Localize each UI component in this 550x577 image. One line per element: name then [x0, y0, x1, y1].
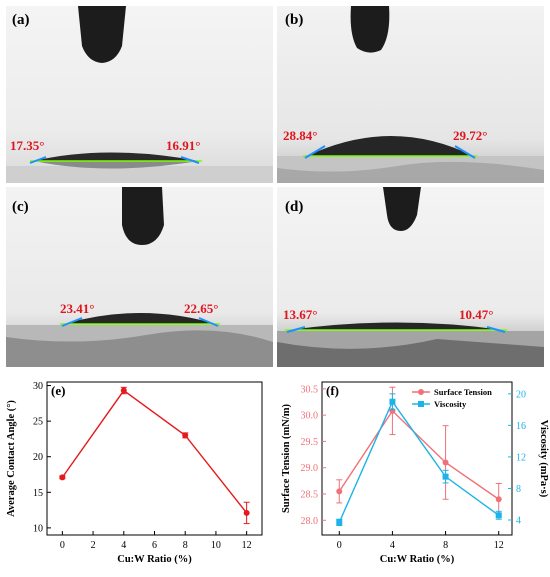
- y2-axis-label: Viscosity (mPa·s): [538, 420, 549, 498]
- right-angle-b: 29.72°: [453, 128, 488, 143]
- x-tick-label: 8: [443, 540, 448, 551]
- y-tick-label: 30.5: [301, 384, 319, 395]
- data-point: [243, 509, 250, 516]
- x-tick-label: 10: [211, 540, 221, 551]
- left-angle-a: 17.35°: [10, 138, 45, 153]
- y2-tick-label: 16: [516, 421, 526, 432]
- y2-tick-label: 8: [516, 484, 521, 495]
- droplet-image-a: [6, 6, 273, 183]
- right-angle-a: 16.91°: [166, 138, 201, 153]
- y-tick-label: 30: [33, 381, 43, 392]
- x-tick-label: 0: [337, 540, 342, 551]
- data-point: [442, 459, 449, 466]
- y-tick-label: 25: [33, 417, 43, 428]
- y2-tick-label: 12: [516, 452, 526, 463]
- surface-tension-viscosity-chart: (f) 0 4 8 12 28.0 28.5 29.0 29.5 30.0 30.5 4 8 12 16 20…: [275, 370, 550, 572]
- droplet-image-b: [277, 6, 544, 183]
- x-axis-label: Cu:W Ratio (%): [117, 554, 192, 565]
- surface-tension-viscosity-chart-svg: (f) 0 4 8 12 28.0 28.5 29.0 29.5 30.0 30.5 4 8 12 16 20…: [281, 381, 549, 565]
- plot-frame: [46, 381, 263, 536]
- data-point: [336, 519, 343, 526]
- x-tick-label: 0: [60, 540, 65, 551]
- photo-panel-b: (b) 28.84° 29.72°: [277, 6, 544, 183]
- y-tick-label: 29.0: [301, 463, 319, 474]
- y-tick-label: 10: [33, 523, 43, 534]
- y-tick-label: 28.0: [301, 516, 319, 527]
- y-axis-label: Average Contact Angle (°): [6, 400, 17, 517]
- left-angle-b: 28.84°: [283, 128, 318, 143]
- y-axis-label: Surface Tension (mN/m): [281, 403, 292, 513]
- legend-marker: [418, 401, 424, 407]
- left-angle-d: 13.67°: [283, 307, 318, 322]
- y2-tick-label: 4: [516, 516, 521, 527]
- right-angle-c: 22.65°: [184, 301, 219, 316]
- x-tick-label: 8: [183, 540, 188, 551]
- panel-label-c: (c): [12, 199, 29, 215]
- y-tick-label: 20: [33, 452, 43, 463]
- y-tick-label: 15: [33, 488, 43, 499]
- legend-label: Viscosity: [434, 399, 467, 409]
- photo-panel-c: (c) 23.41° 22.65°: [6, 187, 273, 367]
- data-point: [442, 473, 449, 480]
- photo-panel-d: (d) 13.67° 10.47°: [277, 187, 544, 367]
- data-point: [336, 488, 343, 495]
- data-point: [182, 432, 189, 439]
- x-tick-label: 2: [91, 540, 96, 551]
- panel-label-b: (b): [285, 12, 304, 28]
- series-line: [338, 400, 500, 523]
- plot-frame: [321, 381, 513, 536]
- legend-marker: [418, 389, 424, 395]
- y2-tick-label: 20: [516, 389, 526, 400]
- right-angle-d: 10.47°: [459, 307, 494, 322]
- series-line: [338, 409, 500, 500]
- x-tick-label: 4: [390, 540, 395, 551]
- data-point: [59, 474, 66, 481]
- left-angle-c: 23.41°: [60, 301, 95, 316]
- contact-angle-chart-svg: (e) 0 2 4 6 8 10 12 10 15 20 25 30 Cu:W Ratio (%) Aver…: [6, 381, 263, 565]
- photo-panel-a: (a) 17.35° 16.91°: [6, 6, 273, 183]
- data-point: [495, 512, 502, 519]
- panel-label-d: (d): [285, 199, 304, 215]
- x-tick-label: 6: [152, 540, 157, 551]
- series-line: [61, 389, 248, 514]
- y-tick-label: 28.5: [301, 489, 319, 500]
- x-axis-label: Cu:W Ratio (%): [380, 554, 455, 565]
- data-point: [389, 398, 396, 405]
- x-tick-label: 4: [121, 540, 126, 551]
- y-tick-label: 29.5: [301, 437, 319, 448]
- panel-label: (f): [326, 383, 339, 398]
- panel-label-a: (a): [12, 12, 30, 28]
- data-point: [120, 387, 127, 394]
- droplet-image-c: [6, 187, 273, 367]
- legend-label: Surface Tension: [434, 387, 492, 397]
- x-tick-label: 12: [494, 540, 504, 551]
- panel-label: (e): [51, 383, 65, 398]
- contact-angle-chart: (e) 0 2 4 6 8 10 12 10 15 20 25 30 Cu:W Ratio (%) Aver…: [0, 370, 275, 572]
- droplet-image-d: [277, 187, 544, 367]
- x-tick-label: 12: [242, 540, 252, 551]
- data-point: [495, 496, 502, 503]
- y-tick-label: 30.0: [301, 411, 319, 422]
